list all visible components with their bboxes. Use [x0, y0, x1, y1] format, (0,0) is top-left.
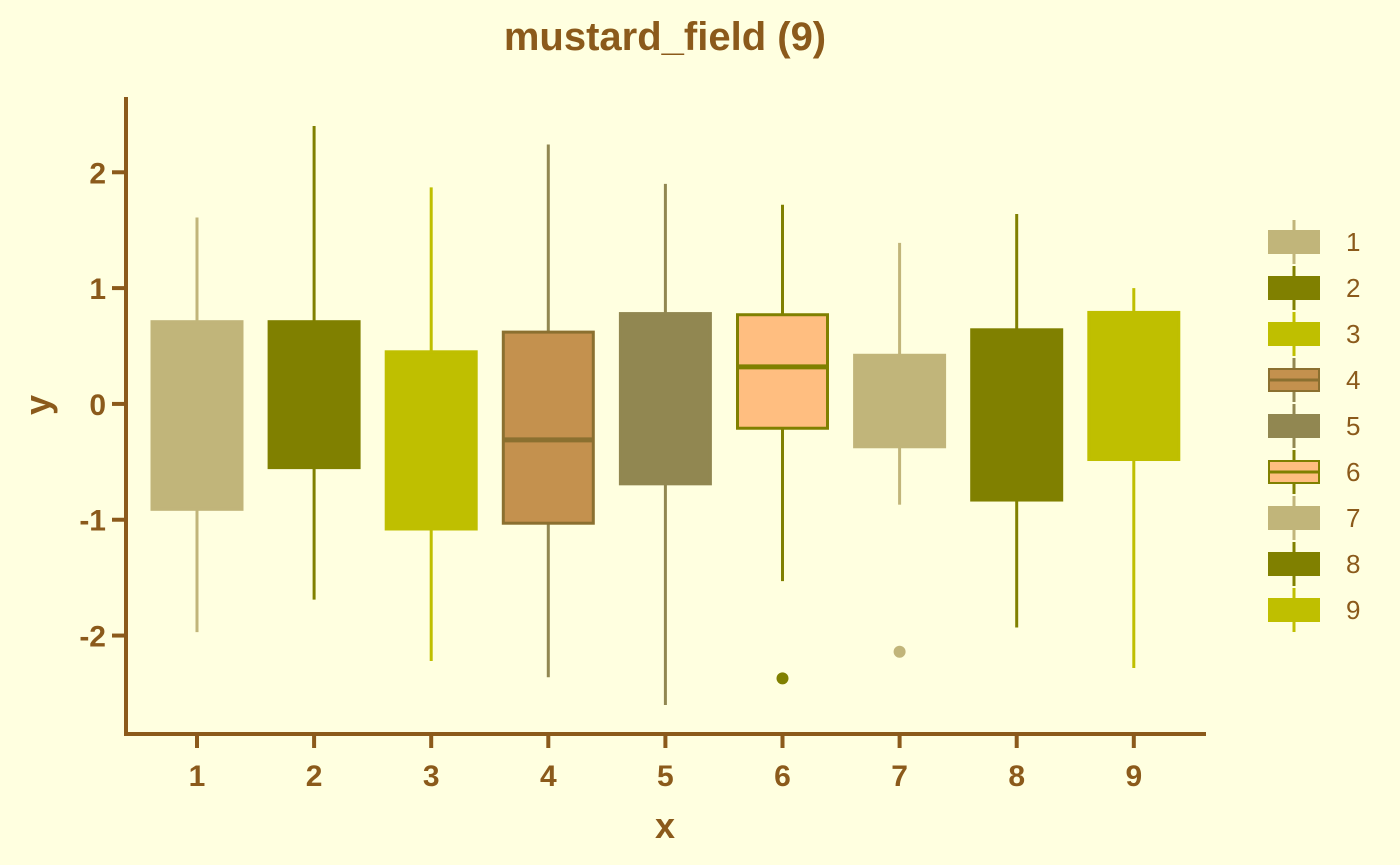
- x-tick-label: 2: [306, 760, 323, 793]
- x-axis-title: x: [655, 805, 675, 846]
- box-rect: [970, 328, 1064, 502]
- box-9: [1087, 288, 1181, 668]
- legend-swatch: [1268, 276, 1320, 300]
- box-rect: [853, 353, 947, 449]
- box-2: [267, 125, 361, 600]
- legend-label: 2: [1346, 273, 1360, 303]
- box-rect: [150, 320, 244, 511]
- y-tick-label: 1: [89, 273, 106, 306]
- x-tick-label: 3: [423, 760, 440, 793]
- outlier-point: [893, 645, 906, 658]
- legend: 1 2 3 4 5 6 7 8 9: [1268, 220, 1360, 632]
- box-rect: [618, 312, 712, 486]
- legend-swatch: [1268, 598, 1320, 622]
- legend-item-3: 3: [1268, 312, 1360, 356]
- plot-area: [150, 125, 1181, 706]
- x-tick-label: 4: [540, 760, 557, 793]
- legend-label: 4: [1346, 365, 1360, 395]
- box-rect: [384, 350, 478, 531]
- y-axis: -2 -1 0 1 2: [79, 97, 128, 736]
- legend-label: 9: [1346, 595, 1360, 625]
- legend-swatch: [1268, 414, 1320, 438]
- legend-label: 5: [1346, 411, 1360, 441]
- legend-label: 1: [1346, 227, 1360, 257]
- x-tick-label: 7: [891, 760, 908, 793]
- legend-item-8: 8: [1268, 542, 1360, 586]
- y-axis-title: y: [17, 395, 58, 415]
- legend-item-9: 9: [1268, 588, 1360, 632]
- box-5: [618, 183, 712, 706]
- x-tick-label: 5: [657, 760, 674, 793]
- legend-label: 7: [1346, 503, 1360, 533]
- legend-swatch: [1268, 552, 1320, 576]
- legend-item-5: 5: [1268, 404, 1360, 448]
- legend-item-7: 7: [1268, 496, 1360, 540]
- x-tick-label: 9: [1125, 760, 1142, 793]
- legend-item-6: 6: [1268, 450, 1360, 494]
- box-rect: [1087, 310, 1181, 462]
- x-tick-label: 6: [774, 760, 791, 793]
- box-6: [736, 204, 829, 685]
- legend-item-1: 1: [1268, 220, 1360, 264]
- legend-label: 6: [1346, 457, 1360, 487]
- y-tick-label: -1: [79, 505, 106, 538]
- y-tick-label: -2: [79, 621, 106, 654]
- legend-swatch: [1268, 230, 1320, 254]
- box-3: [384, 187, 478, 662]
- legend-label: 8: [1346, 549, 1360, 579]
- box-8: [970, 213, 1064, 628]
- legend-item-2: 2: [1268, 266, 1360, 310]
- legend-swatch: [1268, 322, 1320, 346]
- box-7: [853, 242, 947, 658]
- y-tick-label: 2: [89, 157, 106, 190]
- box-rect: [501, 330, 595, 525]
- x-tick-label: 1: [189, 760, 206, 793]
- chart-title: mustard_field (9): [504, 15, 826, 59]
- legend-swatch: [1268, 506, 1320, 530]
- box-rect: [736, 313, 829, 430]
- y-tick-label: 0: [89, 389, 106, 422]
- x-tick-label: 8: [1008, 760, 1025, 793]
- box-rect: [267, 320, 361, 470]
- box-4: [501, 144, 595, 678]
- outlier-point: [776, 672, 789, 685]
- box-1: [150, 217, 244, 633]
- legend-label: 3: [1346, 319, 1360, 349]
- legend-item-4: 4: [1268, 358, 1360, 402]
- x-axis: 1 2 3 4 5 6 7 8 9: [124, 732, 1206, 793]
